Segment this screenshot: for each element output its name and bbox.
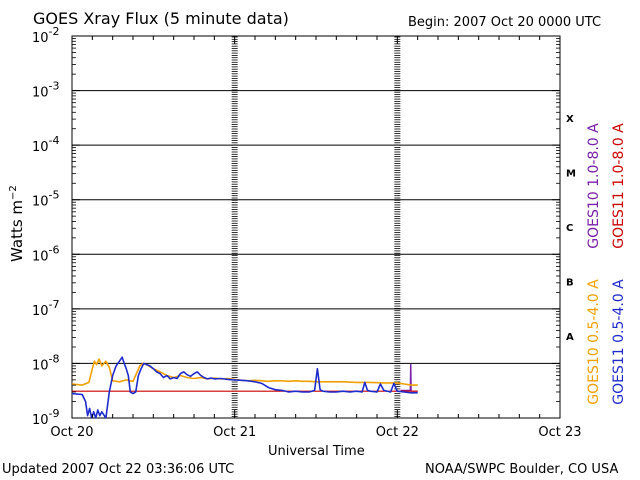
y-tick-label: 10-4 xyxy=(32,134,60,155)
flare-class-b: B xyxy=(566,278,574,289)
y-axis-label-exponent: −2 xyxy=(8,185,19,200)
y-tick-base: 10 xyxy=(32,31,49,46)
flare-class-labels: A B C M X xyxy=(566,114,576,343)
y-tick-exponent: -9 xyxy=(49,407,60,420)
y-tick-label: 10-7 xyxy=(32,298,60,319)
legend-entry: GOES10 0.5-4.0 A xyxy=(586,279,602,405)
y-axis-label-text: Watts m xyxy=(8,200,26,262)
y-tick-base: 10 xyxy=(32,358,49,373)
series-line-goes11-0-5-4-0-a xyxy=(71,356,418,419)
y-tick-exponent: -2 xyxy=(49,25,60,38)
y-tick-label: 10-2 xyxy=(32,25,60,46)
series-line-goes10-1-0-8-0-a xyxy=(400,364,418,392)
y-tick-label: 10-5 xyxy=(32,189,60,210)
y-tick-label: 10-8 xyxy=(32,352,60,373)
x-tick-label: Oct 22 xyxy=(376,425,419,440)
credit-text: NOAA/SWPC Boulder, CO USA xyxy=(425,462,618,477)
y-tick-base: 10 xyxy=(32,195,49,210)
flare-class-m: M xyxy=(566,168,576,179)
legend-entry: GOES11 0.5-4.0 A xyxy=(611,279,627,405)
x-axis: Oct 20 Oct 21 Oct 22 Oct 23 xyxy=(50,36,582,440)
x-tick-label: Oct 23 xyxy=(538,425,581,440)
chart-title: GOES Xray Flux (5 minute data) xyxy=(33,9,289,28)
y-tick-base: 10 xyxy=(32,413,49,428)
y-tick-exponent: -6 xyxy=(49,243,60,256)
flare-class-c: C xyxy=(566,223,573,234)
series-layer xyxy=(71,356,418,419)
y-tick-base: 10 xyxy=(32,304,49,319)
y-tick-exponent: -7 xyxy=(49,298,60,311)
y-tick-base: 10 xyxy=(32,86,49,101)
y-tick-exponent: -8 xyxy=(49,352,60,365)
y-tick-label: 10-3 xyxy=(32,80,60,101)
y-tick-base: 10 xyxy=(32,249,49,264)
x-tick-label: Oct 20 xyxy=(50,425,93,440)
y-axis-label: Watts m−2 xyxy=(8,185,26,262)
y-tick-exponent: -4 xyxy=(49,134,60,147)
y-tick-exponent: -3 xyxy=(49,80,60,93)
legend-entry: GOES11 1.0-8.0 A xyxy=(611,123,627,249)
y-axis: 10-910-810-710-610-510-410-310-2 xyxy=(32,25,560,428)
updated-time: Updated 2007 Oct 22 03:36:06 UTC xyxy=(2,462,234,477)
begin-time: Begin: 2007 Oct 20 0000 UTC xyxy=(408,15,601,30)
y-tick-label: 10-6 xyxy=(32,243,60,264)
grid-layer xyxy=(72,36,560,417)
flare-class-a: A xyxy=(566,332,574,343)
plot-frame xyxy=(71,35,561,419)
x-tick-label: Oct 21 xyxy=(213,425,256,440)
y-tick-label: 10-9 xyxy=(32,407,60,428)
y-tick-exponent: -5 xyxy=(49,189,60,202)
flare-class-x: X xyxy=(566,114,574,125)
legend-entry: GOES10 1.0-8.0 A xyxy=(586,123,602,249)
y-tick-base: 10 xyxy=(32,140,49,155)
x-axis-label: Universal Time xyxy=(268,444,365,459)
legend: GOES10 1.0-8.0 A GOES10 0.5-4.0 A GOES11 1… xyxy=(586,123,627,405)
